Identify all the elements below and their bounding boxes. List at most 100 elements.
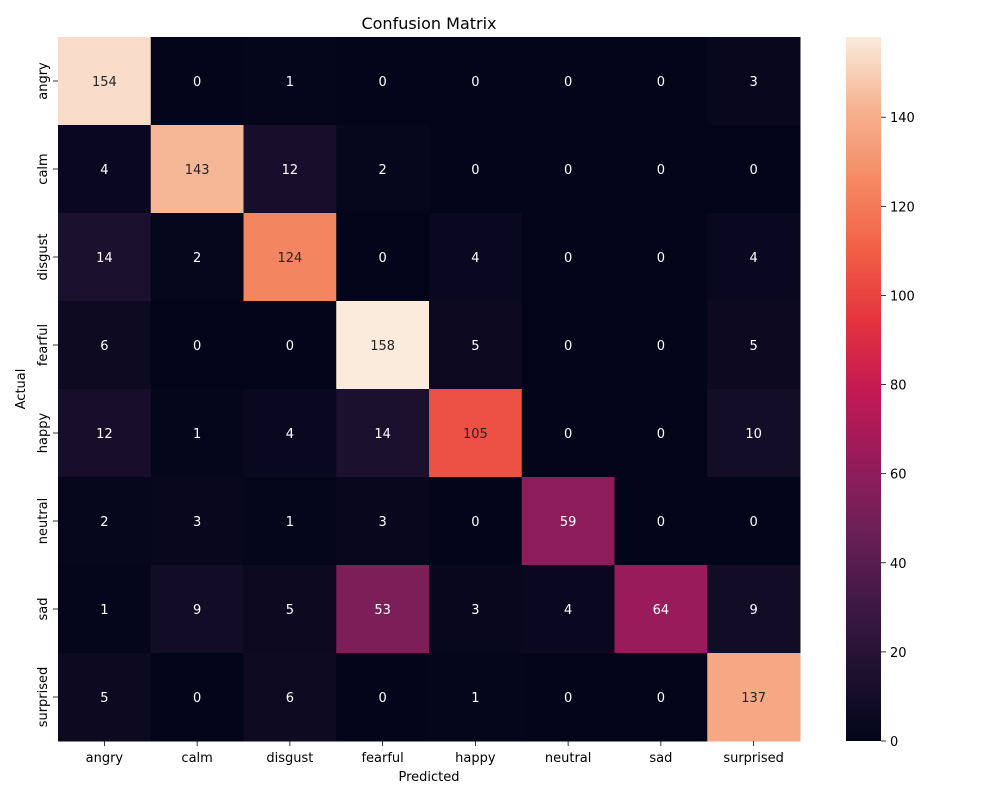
heatmap-cell: [707, 565, 801, 654]
cell-value-label: 0: [657, 339, 665, 354]
heatmap-cell: [243, 213, 337, 302]
heatmap-cell: [336, 653, 430, 742]
heatmap-cell: [243, 565, 337, 654]
heatmap-cell: [58, 125, 152, 214]
cell-value-label: 5: [100, 691, 108, 706]
heatmap-cell: [521, 477, 615, 566]
heatmap-cell: [429, 125, 523, 214]
heatmap-cells: [58, 37, 801, 742]
x-tick-label: sad: [649, 751, 672, 766]
heatmap-cell: [58, 37, 152, 126]
cell-value-label: 9: [749, 603, 757, 618]
cell-value-label: 0: [657, 251, 665, 266]
heatmap-cell: [150, 301, 244, 390]
heatmap-cell: [614, 301, 708, 390]
y-tick-label: angry: [36, 62, 51, 100]
cell-value-label: 1: [286, 515, 294, 530]
colorbar-tick-label: 100: [890, 289, 915, 304]
heatmap-cell: [336, 565, 430, 654]
heatmap-cell: [58, 301, 152, 390]
heatmap-cell: [521, 213, 615, 302]
heatmap-cell: [336, 301, 430, 390]
cell-value-label: 3: [471, 603, 479, 618]
heatmap-cell: [243, 653, 337, 742]
heatmap-cell: [336, 477, 430, 566]
heatmap-cell: [150, 125, 244, 214]
cell-value-label: 1: [100, 603, 108, 618]
heatmap-cell: [58, 565, 152, 654]
cell-value-label: 59: [560, 515, 577, 530]
heatmap-cell: [150, 565, 244, 654]
cell-value-label: 158: [370, 339, 395, 354]
cell-value-label: 124: [277, 251, 302, 266]
cell-value-label: 3: [193, 515, 201, 530]
heatmap-cell: [150, 37, 244, 126]
x-axis-label: Predicted: [398, 770, 459, 785]
heatmap-cell: [429, 213, 523, 302]
x-tick-label: surprised: [723, 751, 784, 766]
cell-value-label: 0: [657, 515, 665, 530]
x-tick-label: calm: [181, 751, 212, 766]
heatmap-cell: [429, 477, 523, 566]
cell-value-label: 154: [92, 75, 117, 90]
cell-value-label: 0: [657, 75, 665, 90]
heatmap-cell: [614, 37, 708, 126]
cell-value-label: 12: [96, 427, 113, 442]
heatmap-cell: [614, 565, 708, 654]
cell-value-label: 0: [564, 691, 572, 706]
cell-value-label: 0: [378, 75, 386, 90]
x-tick-label: disgust: [266, 751, 313, 766]
colorbar-tick-label: 140: [890, 111, 915, 126]
y-tick-label: disgust: [36, 234, 51, 281]
heatmap-cell: [243, 37, 337, 126]
cell-value-label: 0: [657, 691, 665, 706]
colorbar-tick-label: 0: [890, 735, 898, 750]
cell-value-label: 0: [564, 251, 572, 266]
cell-value-label: 0: [286, 339, 294, 354]
cell-value-label: 3: [749, 75, 757, 90]
colorbar-gradient: [846, 37, 881, 741]
y-tick-label: neutral: [36, 498, 51, 545]
heatmap-cell: [707, 37, 801, 126]
cell-value-label: 4: [749, 251, 757, 266]
cell-value-label: 0: [564, 339, 572, 354]
cell-value-label: 143: [185, 163, 210, 178]
y-axis: angry calm disgust fearful happy neutral sad su…: [36, 62, 58, 727]
colorbar: 0 20 40 60 80 100 120 140: [846, 37, 915, 750]
cell-value-label: 0: [378, 691, 386, 706]
cell-value-label: 0: [193, 691, 201, 706]
heatmap-cell: [243, 125, 337, 214]
cell-value-label: 1: [471, 691, 479, 706]
cell-value-label: 0: [471, 163, 479, 178]
cell-value-label: 2: [100, 515, 108, 530]
heatmap-cell: [429, 389, 523, 478]
cell-value-label: 12: [282, 163, 299, 178]
x-tick-label: happy: [455, 751, 496, 766]
chart-title: Confusion Matrix: [361, 14, 496, 33]
cell-value-label: 53: [374, 603, 391, 618]
heatmap-cell: [707, 653, 801, 742]
heatmap-cell: [429, 37, 523, 126]
heatmap-cell: [336, 213, 430, 302]
cell-value-label: 9: [193, 603, 201, 618]
y-axis-label: Actual: [14, 369, 29, 410]
cell-value-label: 0: [657, 427, 665, 442]
cell-value-label: 137: [741, 691, 766, 706]
heatmap-cell: [521, 653, 615, 742]
cell-value-label: 2: [193, 251, 201, 266]
heatmap-cell: [150, 213, 244, 302]
cell-value-label: 5: [749, 339, 757, 354]
heatmap-cell: [707, 301, 801, 390]
heatmap-cell: [150, 477, 244, 566]
heatmap-cell: [58, 477, 152, 566]
colorbar-tick-label: 20: [890, 646, 907, 661]
y-tick-label: sad: [36, 598, 51, 621]
cell-value-label: 0: [749, 163, 757, 178]
cell-value-label: 4: [286, 427, 294, 442]
heatmap-cell: [243, 389, 337, 478]
colorbar-tick-label: 60: [890, 468, 907, 483]
cell-value-label: 0: [471, 515, 479, 530]
cell-value-label: 0: [193, 75, 201, 90]
colorbar-tick-label: 80: [890, 379, 907, 394]
